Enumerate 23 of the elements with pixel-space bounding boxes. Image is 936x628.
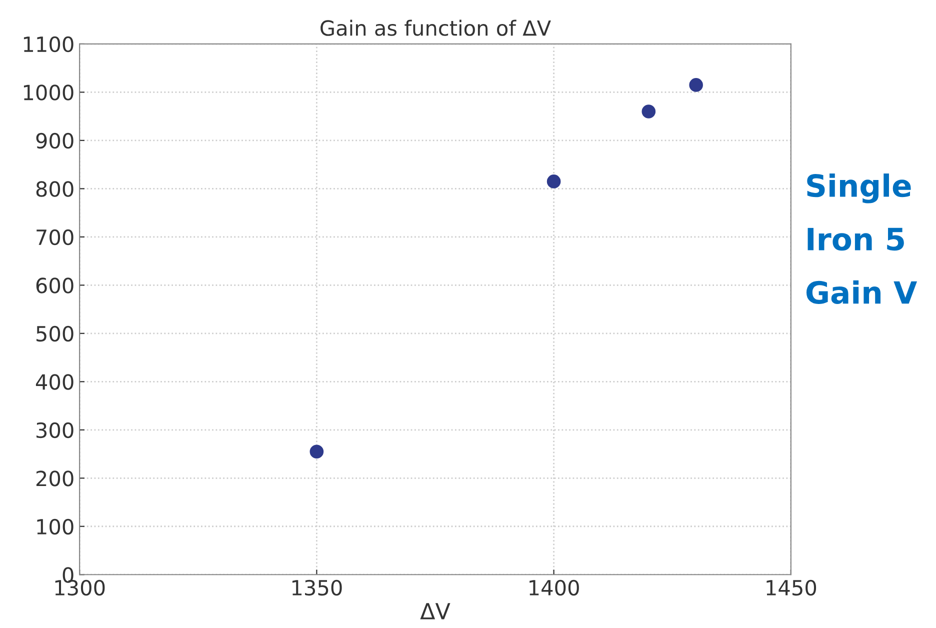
point [310, 444, 324, 459]
y-tick-label: 600 [36, 278, 74, 294]
y-tick-label: 100 [37, 518, 74, 535]
x-tick-label: 1350 [292, 580, 342, 596]
x-tick-label: 1450 [766, 580, 816, 596]
text: Iron 5 [808, 228, 904, 251]
text: Single [807, 173, 911, 204]
point [546, 174, 561, 188]
y-tick-label: 700 [36, 229, 74, 246]
x-axis-title: ΔV [420, 603, 450, 620]
point [689, 78, 703, 92]
y-tick-label: 1000 [24, 84, 74, 100]
y-tick-label: 900 [36, 132, 74, 149]
y-tick-label: 200 [36, 470, 74, 486]
y-tick-label: 500 [36, 326, 74, 342]
y-tick-label: 1100 [24, 36, 74, 52]
y-tick-label: 300 [36, 422, 74, 438]
chart-title: Gain as function of ΔV [320, 20, 551, 36]
y-tick-label: 400 [36, 374, 74, 390]
x-tick-label: 1400 [530, 580, 579, 596]
y-tick-label: 800 [36, 181, 74, 197]
point [642, 104, 656, 118]
text: Gain V [806, 280, 918, 304]
